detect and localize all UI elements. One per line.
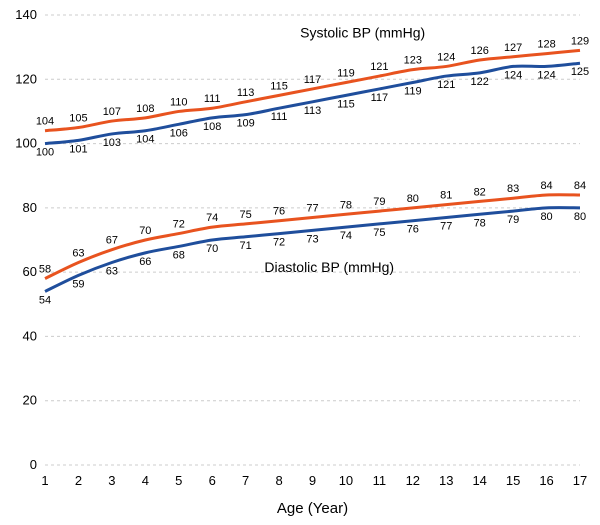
data-label: 129 — [571, 35, 589, 47]
x-tick-label: 7 — [242, 473, 249, 488]
data-label: 115 — [270, 80, 288, 92]
data-label: 124 — [437, 51, 455, 63]
data-label: 80 — [540, 211, 552, 223]
data-label: 121 — [437, 79, 455, 91]
y-tick-label: 140 — [15, 7, 37, 22]
y-tick-label: 80 — [23, 200, 37, 215]
data-label: 111 — [204, 93, 221, 105]
data-label: 105 — [69, 113, 87, 125]
data-label: 117 — [304, 74, 322, 86]
data-label: 109 — [236, 118, 254, 130]
diastolic-label: Diastolic BP (mmHg) — [264, 259, 394, 275]
y-tick-label: 20 — [23, 393, 37, 408]
data-label: 63 — [72, 248, 84, 260]
data-label: 72 — [173, 219, 185, 231]
data-label: 72 — [273, 237, 285, 249]
data-label: 108 — [136, 103, 154, 115]
data-label: 76 — [273, 206, 285, 218]
data-label: 125 — [571, 66, 589, 78]
y-tick-label: 120 — [15, 71, 37, 86]
data-label: 82 — [474, 186, 486, 198]
x-tick-label: 1 — [41, 473, 48, 488]
data-label: 117 — [371, 92, 389, 104]
data-label: 123 — [404, 55, 422, 67]
data-label: 66 — [139, 256, 151, 268]
bp-age-chart: 0204060801001201401234567891011121314151… — [0, 0, 600, 525]
data-label: 128 — [537, 39, 555, 51]
data-label: 104 — [36, 116, 54, 128]
data-label: 79 — [507, 214, 519, 226]
data-label: 83 — [507, 183, 519, 195]
x-tick-label: 8 — [275, 473, 282, 488]
data-label: 74 — [206, 212, 218, 224]
data-label: 79 — [373, 196, 385, 208]
data-label: 108 — [203, 121, 221, 133]
x-tick-label: 10 — [339, 473, 353, 488]
data-label: 106 — [170, 127, 188, 139]
data-label: 75 — [373, 227, 385, 239]
y-tick-label: 40 — [23, 328, 37, 343]
data-label: 104 — [136, 134, 154, 146]
data-label: 74 — [340, 230, 352, 242]
data-label: 80 — [407, 193, 419, 205]
x-tick-label: 2 — [75, 473, 82, 488]
x-tick-label: 16 — [539, 473, 553, 488]
data-label: 122 — [471, 76, 489, 88]
data-label: 75 — [240, 209, 252, 221]
data-label: 81 — [440, 190, 452, 202]
series-systolic-upper — [45, 50, 580, 130]
data-label: 119 — [404, 86, 422, 98]
data-label: 111 — [271, 111, 288, 123]
x-tick-label: 12 — [406, 473, 420, 488]
data-label: 76 — [407, 224, 419, 236]
data-label: 107 — [103, 106, 121, 118]
data-label: 101 — [69, 143, 87, 155]
data-label: 67 — [106, 235, 118, 247]
series-diastolic-lower — [45, 208, 580, 292]
data-label: 73 — [306, 233, 318, 245]
systolic-label: Systolic BP (mmHg) — [300, 25, 425, 41]
data-label: 70 — [206, 243, 218, 255]
data-label: 103 — [103, 137, 121, 149]
x-tick-label: 5 — [175, 473, 182, 488]
data-label: 100 — [36, 147, 54, 159]
data-label: 124 — [537, 69, 555, 81]
data-label: 124 — [504, 69, 522, 81]
data-label: 77 — [440, 221, 452, 233]
data-label: 78 — [340, 199, 352, 211]
x-tick-label: 14 — [472, 473, 486, 488]
y-tick-label: 60 — [23, 264, 37, 279]
data-label: 78 — [474, 217, 486, 229]
data-label: 70 — [139, 225, 151, 237]
x-tick-label: 3 — [108, 473, 115, 488]
data-label: 58 — [39, 264, 51, 276]
data-label: 63 — [106, 266, 118, 278]
data-label: 54 — [39, 294, 51, 306]
x-tick-label: 15 — [506, 473, 520, 488]
data-label: 84 — [540, 180, 552, 192]
data-label: 68 — [173, 249, 185, 261]
data-label: 71 — [240, 240, 252, 252]
x-tick-label: 13 — [439, 473, 453, 488]
data-label: 115 — [337, 98, 355, 110]
data-label: 110 — [170, 96, 188, 108]
y-tick-label: 100 — [15, 136, 37, 151]
x-tick-label: 6 — [209, 473, 216, 488]
data-label: 113 — [304, 105, 322, 117]
x-axis-label: Age (Year) — [277, 500, 348, 517]
data-label: 119 — [337, 68, 355, 80]
x-tick-label: 9 — [309, 473, 316, 488]
x-tick-label: 17 — [573, 473, 587, 488]
data-label: 84 — [574, 180, 586, 192]
x-tick-label: 4 — [142, 473, 149, 488]
data-label: 121 — [370, 61, 388, 73]
x-tick-label: 11 — [373, 473, 387, 488]
y-tick-label: 0 — [30, 457, 37, 472]
data-label: 77 — [306, 203, 318, 215]
data-label: 126 — [471, 45, 489, 57]
data-label: 80 — [574, 211, 586, 223]
data-label: 127 — [504, 42, 522, 54]
data-label: 113 — [237, 87, 255, 99]
data-label: 59 — [72, 278, 84, 290]
